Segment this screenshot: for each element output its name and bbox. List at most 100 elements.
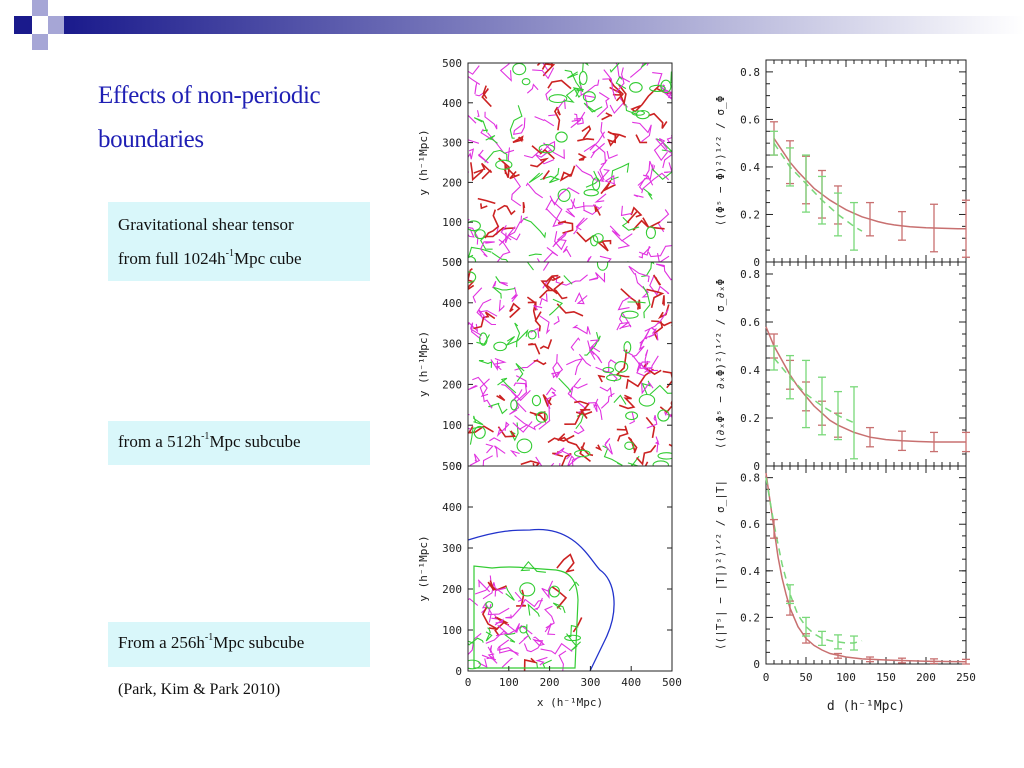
contour-line: [553, 231, 568, 246]
caption-box-full-cube: Gravitational shear tensor from full 102…: [108, 202, 370, 281]
contour-line: [627, 462, 640, 466]
caption-line: Gravitational shear tensor: [118, 215, 294, 234]
contour-line: [590, 142, 605, 159]
contour-line: [482, 455, 493, 466]
contour-line: [575, 164, 605, 182]
contour-line: [662, 84, 672, 101]
contour-line: [501, 384, 531, 402]
contour-line: [572, 617, 583, 633]
x-tick-label: 400: [621, 676, 641, 689]
contour-line: [570, 199, 601, 210]
y-tick-label: 100: [442, 419, 462, 432]
contour-line: [565, 198, 576, 218]
deco-square-lavender: [32, 34, 48, 50]
contour-maps: 0 100 200 300 400 500 y (h⁻¹Mpc) 0 100 200 300 400 5…: [417, 57, 682, 709]
contour-blob: [527, 330, 537, 340]
y-axis-label: ⟨(∂ₓΦˢ − ∂ₓΦ)²⟩¹ᐟ² / σ_∂ₓΦ: [714, 279, 727, 449]
contour-line: [646, 415, 658, 429]
x-tick-label: 150: [876, 671, 896, 684]
contour-line: [523, 657, 538, 671]
contour-line: [547, 434, 575, 444]
contour-line: [600, 122, 605, 139]
contour-line: [649, 384, 672, 395]
title-line-1: Effects of non-periodic: [98, 82, 321, 109]
contour-line: [533, 359, 547, 366]
contour-line: [617, 296, 632, 311]
contour-line: [581, 125, 592, 140]
contour-line: [539, 289, 568, 300]
contour-line: [484, 111, 498, 130]
contour-line: [486, 650, 495, 661]
x-tick-label: 100: [836, 671, 856, 684]
contour-line: [570, 111, 586, 129]
contour-line: [468, 268, 475, 291]
caption-box-256-subcube: From a 256h-1Mpc subcube: [108, 622, 370, 667]
y-axis-label: ⟨(|Tˢ| − |T|)²⟩¹ᐟ² / σ_|T|: [714, 480, 727, 650]
contour-line: [506, 328, 529, 346]
y-tick-label: 0: [455, 460, 462, 473]
caption-line: from full 1024h-1Mpc cube: [118, 248, 302, 268]
contour-line: [483, 226, 516, 238]
contour-line: [474, 575, 492, 595]
contour-line: [626, 211, 638, 224]
contour-line: [553, 106, 561, 131]
contour-line: [497, 377, 517, 394]
contour-line: [562, 245, 572, 258]
contour-line: [600, 392, 615, 409]
y-tick-label: 0: [455, 256, 462, 269]
contour-line: [544, 605, 555, 629]
contour-line: [610, 78, 617, 100]
error-plot-3: 0 0.2 0.4 0.6 0.8 ⟨(|Tˢ| − |T|)²⟩¹ᐟ² / σ_|T| 0…: [714, 465, 976, 714]
contour-line: [556, 553, 575, 573]
contour-line: [527, 603, 540, 617]
contour-line: [472, 376, 489, 398]
contour-line: [500, 224, 512, 241]
contour-line: [566, 358, 584, 376]
contour-line: [476, 334, 490, 345]
contour-line: [542, 246, 559, 262]
contour-line: [627, 436, 638, 454]
contour-line: [637, 174, 654, 186]
contour-line: [653, 138, 668, 162]
contour-line: [509, 449, 520, 457]
y-tick-label: 100: [442, 624, 462, 637]
contour-line: [474, 83, 478, 95]
contour-line: [507, 221, 521, 237]
contour-blob: [521, 78, 531, 86]
contour-line: [485, 135, 498, 144]
y-tick-label: 0: [753, 658, 760, 671]
contour-line: [496, 616, 510, 626]
contour-line: [470, 162, 485, 182]
contour-line: [642, 286, 651, 319]
contour-blob: [645, 226, 657, 240]
series-line-red: [765, 326, 966, 443]
contour-line: [571, 456, 582, 466]
x-axis-label: x (h⁻¹Mpc): [537, 696, 603, 709]
contour-blob: [468, 255, 477, 262]
contour-panel-1: 0 100 200 300 400 500 y (h⁻¹Mpc): [417, 57, 673, 269]
contour-line: [518, 634, 529, 645]
contour-line: [632, 330, 650, 358]
contour-blob: [631, 110, 645, 116]
contour-blob: [629, 82, 643, 93]
contour-line: [580, 446, 594, 457]
contour-line: [495, 365, 502, 371]
deco-gradient-bar: [64, 16, 1024, 34]
contour-line: [630, 85, 660, 113]
contour-line: [520, 215, 528, 224]
contour-line: [498, 299, 505, 313]
y-tick-label: 0.8: [740, 268, 760, 281]
contour-line: [545, 391, 557, 409]
contour-line: [602, 69, 613, 80]
contour-line: [558, 650, 567, 671]
contour-line: [595, 444, 603, 452]
contour-line: [618, 394, 636, 410]
contour-line: [479, 241, 495, 258]
contour-blob: [638, 393, 656, 407]
contour-line: [506, 623, 533, 635]
contour-line: [656, 252, 670, 262]
series-line-green: [765, 477, 863, 644]
contour-lines: [468, 63, 672, 262]
contour-line: [542, 262, 550, 271]
